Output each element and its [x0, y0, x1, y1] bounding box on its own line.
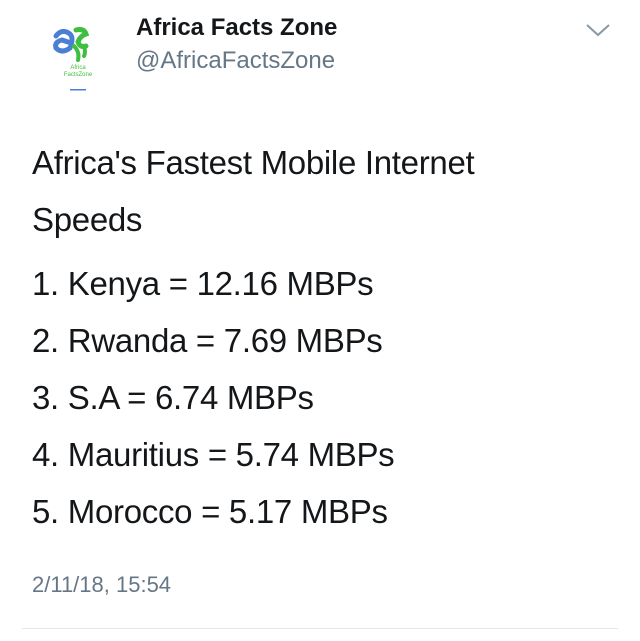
list-item: 5. Morocco = 5.17 MBPs — [32, 493, 388, 530]
svg-text:FactsZone: FactsZone — [64, 72, 93, 78]
chevron-down-icon[interactable] — [584, 20, 612, 40]
avatar[interactable]: Africa FactsZone — [38, 14, 118, 94]
divider — [22, 628, 618, 629]
list-item: 4. Mauritius = 5.74 MBPs — [32, 436, 395, 473]
list-item: 2. Rwanda = 7.69 MBPs — [32, 322, 383, 359]
account-name[interactable]: Africa Facts Zone — [136, 14, 338, 41]
tweet-title: Africa's Fastest Mobile Internet Speeds — [32, 144, 475, 238]
timestamp[interactable]: 2/11/18, 15:54 — [32, 572, 172, 597]
africa-facts-zone-logo-icon: Africa FactsZone — [53, 27, 93, 91]
tweet-text: Africa's Fastest Mobile Internet Speeds … — [32, 134, 552, 540]
list-item: 1. Kenya = 12.16 MBPs — [32, 265, 374, 302]
list-item: 3. S.A = 6.74 MBPs — [32, 379, 314, 416]
svg-text:Africa: Africa — [70, 65, 86, 71]
account-handle[interactable]: @AfricaFactsZone — [136, 47, 336, 74]
